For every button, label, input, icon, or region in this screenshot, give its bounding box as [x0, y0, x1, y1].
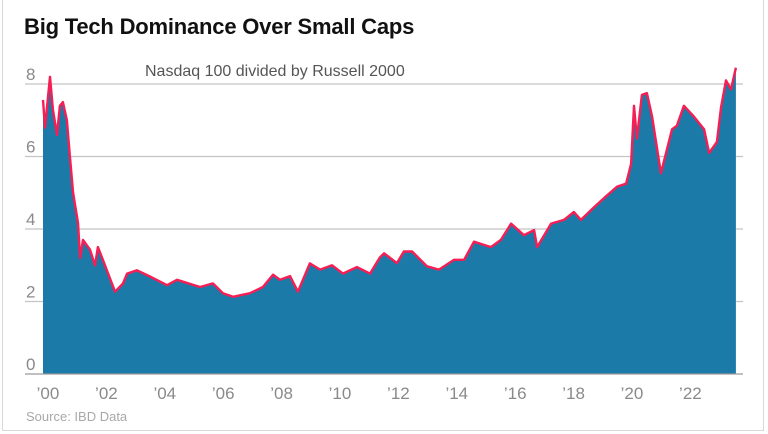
x-tick-label: ’02	[95, 384, 118, 403]
y-tick-label: 8	[26, 65, 35, 84]
chart-title: Big Tech Dominance Over Small Caps	[24, 14, 415, 39]
y-axis-ticks: 0 2 4 6 8	[26, 65, 35, 374]
x-tick-label: ’04	[153, 384, 176, 403]
x-tick-label: ’16	[504, 384, 527, 403]
y-tick-label: 2	[26, 283, 35, 302]
area-fill	[43, 67, 736, 374]
x-tick-label: ’06	[212, 384, 235, 403]
chart-subtitle: Nasdaq 100 divided by Russell 2000	[145, 63, 405, 80]
x-tick-label: ’22	[679, 384, 702, 403]
y-tick-label: 0	[26, 355, 35, 374]
x-tick-label: ’20	[621, 384, 644, 403]
y-tick-label: 6	[26, 138, 35, 157]
x-tick-label: ’14	[445, 384, 468, 403]
x-tick-label: ’10	[329, 384, 352, 403]
y-tick-label: 4	[26, 210, 35, 229]
x-axis-ticks: ’00 ’02 ’04 ’06 ’08 ’10 ’12 ’14 ’16 ’18 ’20 ’22	[37, 384, 702, 403]
series-line	[41, 67, 738, 298]
x-tick-label: ’18	[562, 384, 585, 403]
x-tick-label: ’00	[37, 384, 60, 403]
x-tick-label: ’12	[387, 384, 410, 403]
x-tick-label: ’08	[270, 384, 293, 403]
source-note: Source: IBD Data	[26, 409, 128, 424]
